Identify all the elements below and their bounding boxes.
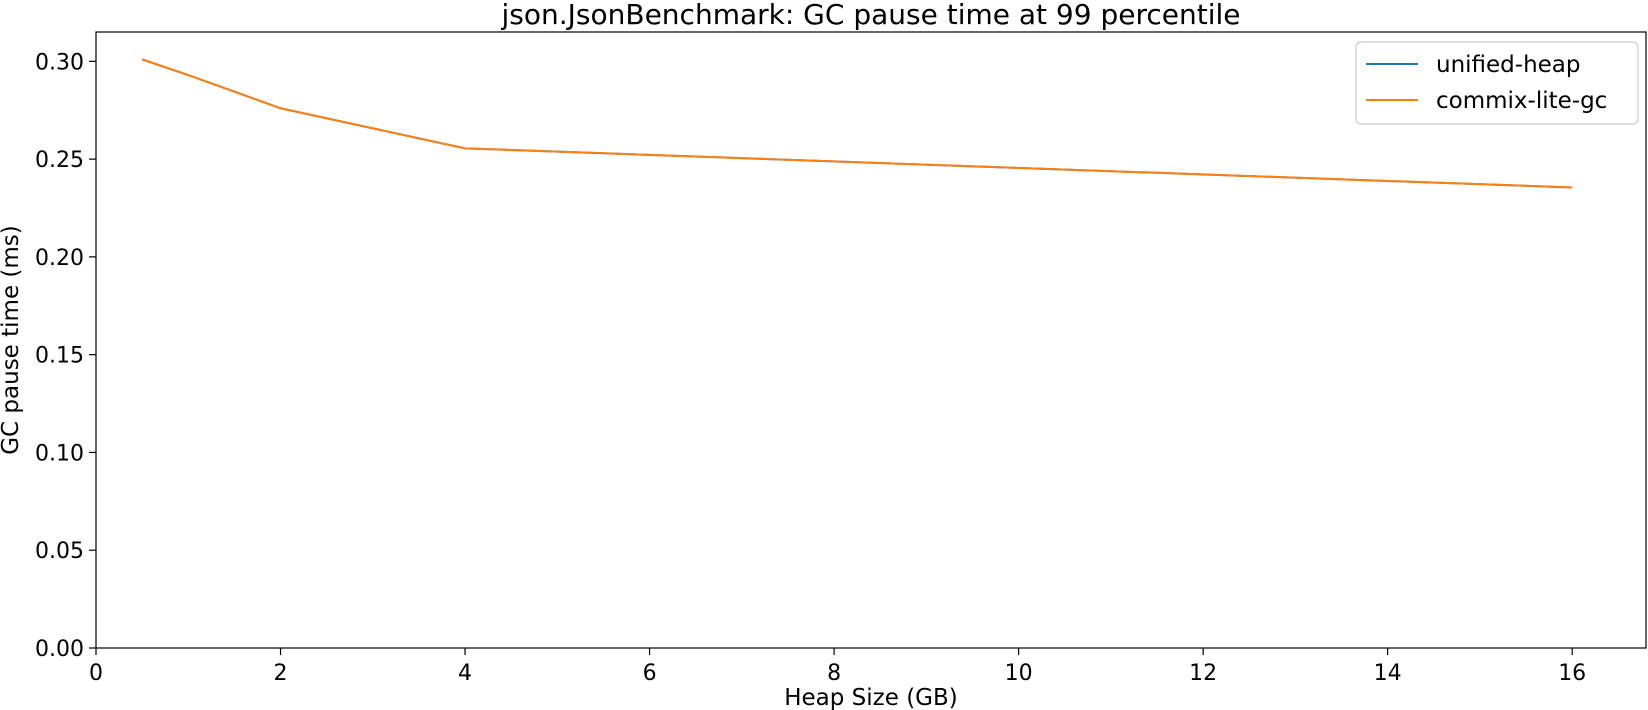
legend-box: [1355, 41, 1639, 125]
y-tick-label: 0.05: [35, 539, 84, 564]
y-axis: 0.00 0.05 0.10 0.15 0.20 0.25 0.30: [35, 50, 96, 662]
x-axis-label: Heap Size (GB): [784, 685, 958, 710]
x-tick-label: 8: [827, 661, 841, 686]
x-tick-label: 16: [1558, 661, 1586, 686]
series-line-commix-lite-gc: [141, 58, 1573, 189]
y-tick-label: 0.20: [35, 246, 84, 271]
x-axis: 0 2 4 6 8 10 12 14 16: [89, 648, 1586, 686]
y-axis-label: GC pause time (ms): [0, 225, 24, 455]
plot-frame: [95, 31, 1647, 649]
x-tick-label: 6: [643, 661, 657, 686]
x-tick-label: 14: [1374, 661, 1402, 686]
y-tick-label: 0.15: [35, 344, 84, 369]
x-tick-label: 0: [89, 661, 103, 686]
legend: unified-heap commix-lite-gc: [1355, 41, 1639, 125]
x-tick-label: 12: [1189, 661, 1217, 686]
legend-label-commix-lite-gc: commix-lite-gc: [1436, 88, 1607, 114]
chart-title: json.JsonBenchmark: GC pause time at 99 …: [501, 0, 1241, 31]
x-tick-label: 2: [274, 661, 288, 686]
x-tick-label: 4: [458, 661, 472, 686]
y-tick-label: 0.25: [35, 148, 84, 173]
y-tick-label: 0.10: [35, 441, 84, 466]
y-tick-label: 0.00: [35, 637, 84, 662]
x-tick-label: 10: [1005, 661, 1033, 686]
series-layer: [141, 58, 1573, 189]
legend-label-unified-heap: unified-heap: [1436, 52, 1581, 78]
y-tick-label: 0.30: [35, 50, 84, 75]
plot-area: [95, 31, 1647, 649]
